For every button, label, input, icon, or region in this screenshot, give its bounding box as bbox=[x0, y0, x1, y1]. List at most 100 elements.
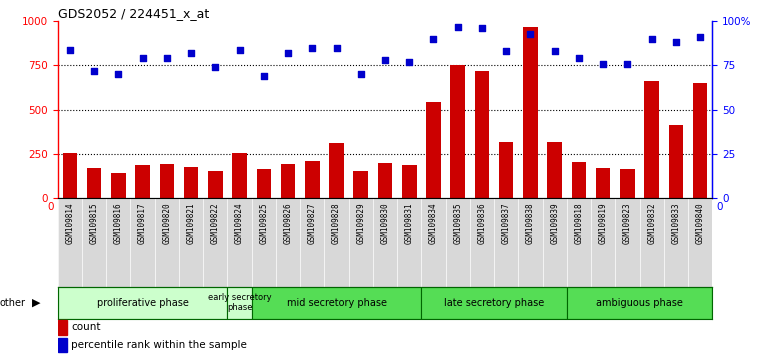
Point bbox=[330, 45, 343, 51]
Point bbox=[573, 56, 585, 61]
Text: GSM109816: GSM109816 bbox=[114, 202, 123, 244]
Text: GSM109838: GSM109838 bbox=[526, 202, 535, 244]
Point bbox=[112, 72, 125, 77]
Point bbox=[427, 36, 440, 42]
Text: 0: 0 bbox=[48, 202, 54, 212]
Point bbox=[379, 57, 391, 63]
Point bbox=[621, 61, 634, 67]
Bar bbox=[353, 171, 368, 198]
Text: GSM109825: GSM109825 bbox=[259, 202, 268, 244]
Bar bbox=[421, 287, 567, 319]
Text: GSM109821: GSM109821 bbox=[186, 202, 196, 244]
Bar bbox=[305, 161, 320, 198]
Bar bbox=[111, 173, 126, 198]
Text: other: other bbox=[0, 298, 26, 308]
Text: GSM109830: GSM109830 bbox=[380, 202, 390, 244]
Bar bbox=[620, 169, 634, 198]
Text: GSM109828: GSM109828 bbox=[332, 202, 341, 244]
Bar bbox=[571, 162, 586, 198]
Bar bbox=[402, 166, 417, 198]
Bar bbox=[58, 338, 68, 352]
Bar bbox=[136, 166, 150, 198]
Point bbox=[524, 31, 537, 36]
Bar bbox=[693, 83, 708, 198]
Text: GSM109829: GSM109829 bbox=[357, 202, 365, 244]
Bar bbox=[87, 168, 102, 198]
Bar bbox=[184, 167, 199, 198]
Text: GSM109824: GSM109824 bbox=[235, 202, 244, 244]
Bar bbox=[668, 125, 683, 198]
Bar bbox=[499, 143, 514, 198]
Point bbox=[548, 48, 561, 54]
Bar bbox=[256, 169, 271, 198]
Text: GDS2052 / 224451_x_at: GDS2052 / 224451_x_at bbox=[58, 7, 209, 20]
Bar bbox=[547, 142, 562, 198]
Bar bbox=[233, 153, 247, 198]
Text: early secretory
phase: early secretory phase bbox=[208, 293, 271, 312]
Text: GSM109820: GSM109820 bbox=[162, 202, 172, 244]
Bar bbox=[378, 163, 392, 198]
Point bbox=[500, 48, 512, 54]
Point bbox=[645, 36, 658, 42]
Text: count: count bbox=[71, 322, 101, 332]
Bar bbox=[523, 27, 537, 198]
Bar bbox=[58, 287, 227, 319]
Text: proliferative phase: proliferative phase bbox=[97, 298, 189, 308]
Text: GSM109831: GSM109831 bbox=[405, 202, 413, 244]
Bar bbox=[252, 287, 421, 319]
Text: 0: 0 bbox=[716, 202, 722, 212]
Bar bbox=[596, 168, 611, 198]
Text: GSM109817: GSM109817 bbox=[138, 202, 147, 244]
Text: percentile rank within the sample: percentile rank within the sample bbox=[71, 340, 247, 350]
Bar bbox=[281, 164, 296, 198]
Bar bbox=[330, 143, 343, 198]
Point bbox=[161, 56, 173, 61]
Text: late secretory phase: late secretory phase bbox=[444, 298, 544, 308]
Point bbox=[403, 59, 415, 65]
Text: GSM109826: GSM109826 bbox=[283, 202, 293, 244]
Text: GSM109818: GSM109818 bbox=[574, 202, 584, 244]
Text: GSM109836: GSM109836 bbox=[477, 202, 487, 244]
Point bbox=[355, 72, 367, 77]
Point bbox=[258, 73, 270, 79]
Text: ▶: ▶ bbox=[32, 298, 41, 308]
Bar bbox=[450, 65, 465, 198]
Point bbox=[306, 45, 319, 51]
Point bbox=[88, 68, 100, 74]
Text: GSM109832: GSM109832 bbox=[647, 202, 656, 244]
Point bbox=[233, 47, 246, 52]
Point bbox=[185, 50, 197, 56]
Text: GSM109834: GSM109834 bbox=[429, 202, 438, 244]
Text: ambiguous phase: ambiguous phase bbox=[596, 298, 683, 308]
Point bbox=[597, 61, 609, 67]
Text: GSM109833: GSM109833 bbox=[671, 202, 681, 244]
Bar bbox=[58, 320, 68, 335]
Bar bbox=[227, 287, 252, 319]
Text: GSM109827: GSM109827 bbox=[308, 202, 316, 244]
Text: GSM109822: GSM109822 bbox=[211, 202, 219, 244]
Point bbox=[694, 34, 706, 40]
Bar bbox=[159, 164, 174, 198]
Point bbox=[209, 64, 222, 70]
Text: GSM109840: GSM109840 bbox=[695, 202, 705, 244]
Bar bbox=[474, 71, 489, 198]
Bar bbox=[427, 102, 440, 198]
Text: GSM109815: GSM109815 bbox=[89, 202, 99, 244]
Point bbox=[136, 56, 149, 61]
Point bbox=[451, 24, 464, 29]
Point bbox=[64, 47, 76, 52]
Point bbox=[476, 25, 488, 31]
Text: GSM109839: GSM109839 bbox=[551, 202, 559, 244]
Text: GSM109823: GSM109823 bbox=[623, 202, 632, 244]
Bar bbox=[208, 171, 223, 198]
Text: GSM109837: GSM109837 bbox=[502, 202, 511, 244]
Bar bbox=[567, 287, 712, 319]
Text: mid secretory phase: mid secretory phase bbox=[286, 298, 387, 308]
Bar bbox=[62, 153, 77, 198]
Text: GSM109819: GSM109819 bbox=[598, 202, 608, 244]
Bar bbox=[644, 81, 659, 198]
Text: GSM109835: GSM109835 bbox=[454, 202, 462, 244]
Point bbox=[670, 40, 682, 45]
Text: GSM109814: GSM109814 bbox=[65, 202, 75, 244]
Point bbox=[282, 50, 294, 56]
